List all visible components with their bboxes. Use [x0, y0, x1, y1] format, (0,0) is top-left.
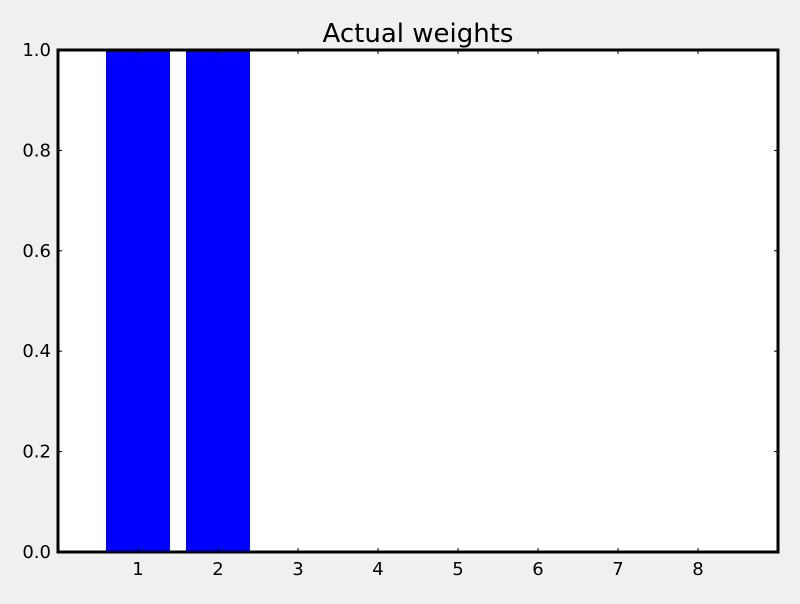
plot-frame	[56, 48, 780, 554]
y-tick-label: 0.4	[22, 341, 51, 362]
bar-2	[186, 50, 250, 552]
x-tick-label: 6	[532, 559, 543, 580]
x-tick-label: 1	[132, 559, 143, 580]
y-tick-label: 0.8	[22, 140, 51, 161]
x-tick-label: 8	[692, 559, 703, 580]
bar-1	[106, 50, 170, 552]
x-tick-label: 4	[372, 559, 383, 580]
y-tick-label: 1.0	[22, 40, 51, 61]
plot-area	[58, 50, 778, 552]
x-tick-label: 2	[212, 559, 223, 580]
bars-layer	[106, 50, 250, 552]
x-tick-label: 5	[452, 559, 463, 580]
y-tick-label: 0.2	[22, 442, 51, 463]
chart-title: Actual weights	[323, 19, 514, 49]
y-tick-label: 0.0	[22, 542, 51, 563]
ticks-layer: 1 2 3 4 5 6 7 8 0.0 0.2 0.4 0.6 0.8 1.0	[22, 40, 778, 580]
x-tick-label: 7	[612, 559, 623, 580]
y-tick-label: 0.6	[22, 241, 51, 262]
x-tick-label: 3	[292, 559, 303, 580]
